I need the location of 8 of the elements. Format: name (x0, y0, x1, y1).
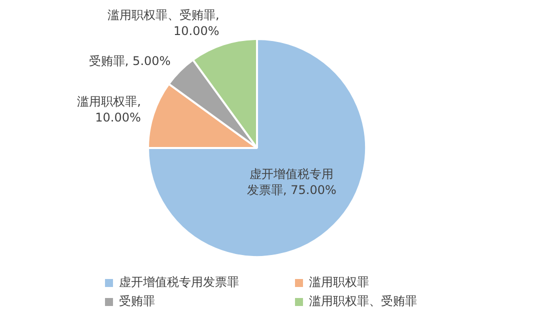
legend-label: 受贿罪 (119, 293, 155, 310)
legend-label: 滥用职权罪 (309, 274, 369, 291)
legend-label: 虚开增值税专用发票罪 (119, 274, 239, 291)
data-label: 虚开增值税专用发票罪, 75.00% (246, 166, 336, 197)
data-label: 滥用职权罪、受贿罪, 10.00% (107, 8, 220, 38)
data-label: 滥用职权罪, 10.00% (77, 94, 141, 124)
legend-label: 滥用职权罪、受贿罪 (309, 293, 417, 310)
data-label: 受贿罪, 5.00% (88, 54, 171, 68)
